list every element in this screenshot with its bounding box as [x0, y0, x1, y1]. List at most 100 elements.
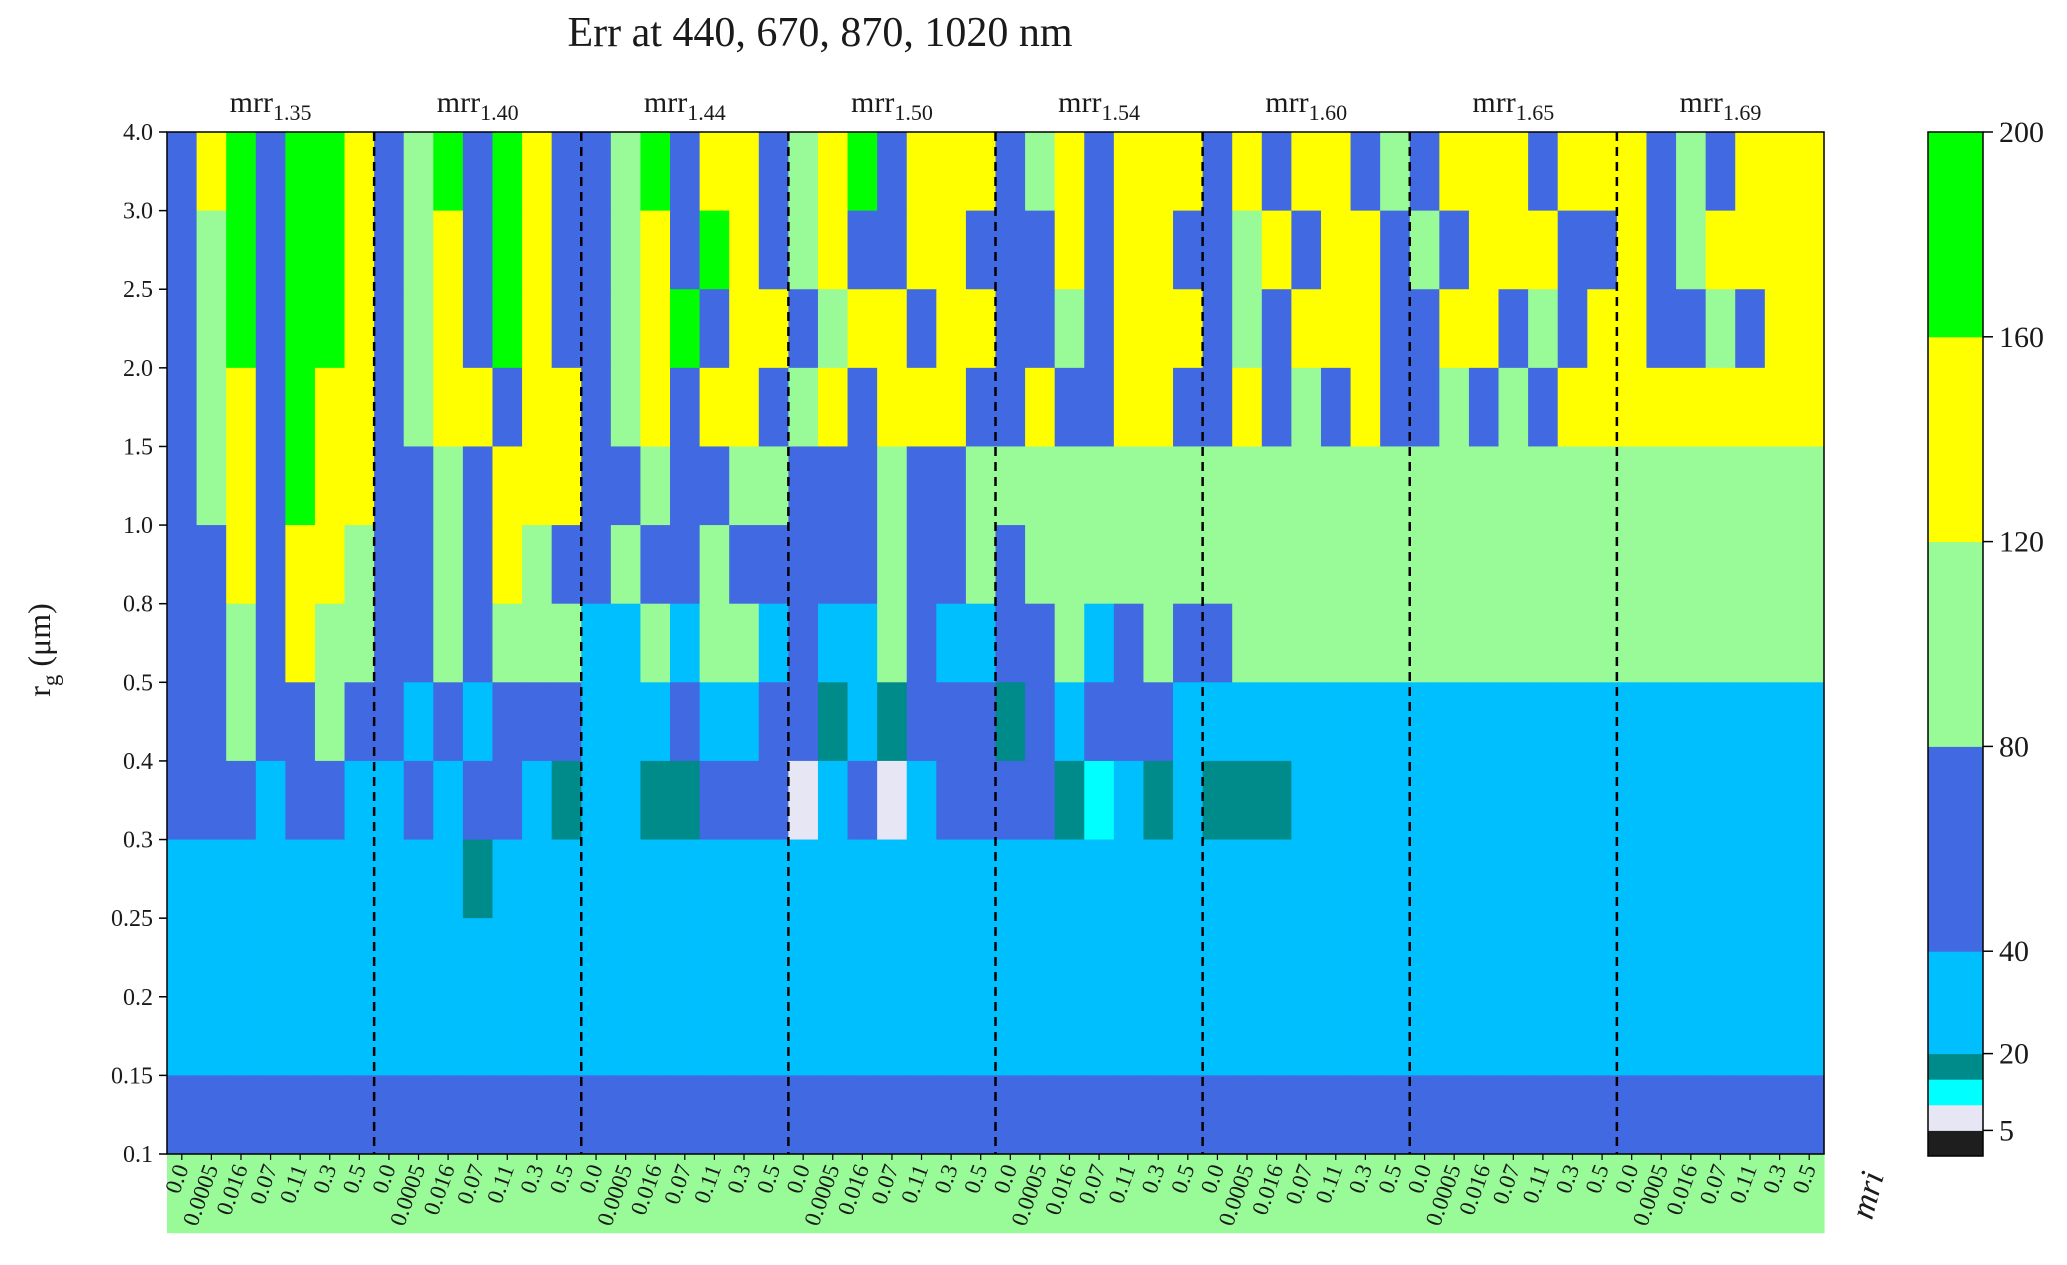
heatmap-cell: [1557, 996, 1588, 1076]
heatmap-cell: [1113, 525, 1145, 605]
heatmap-cell: [1084, 682, 1115, 762]
heatmap-cell: [1468, 1154, 1500, 1234]
heatmap-cell: [1261, 367, 1292, 448]
heatmap-cell: [285, 289, 316, 369]
heatmap-cell: [551, 289, 582, 369]
heatmap-cell: [1320, 210, 1352, 290]
heatmap-cell: [1380, 1154, 1411, 1234]
heatmap-cell: [1320, 760, 1352, 841]
heatmap-cell: [1468, 289, 1500, 369]
heatmap-cell: [1616, 132, 1648, 212]
heatmap-cell: [551, 1154, 582, 1234]
heatmap-cell: [374, 1154, 405, 1234]
heatmap-cell: [1705, 210, 1736, 290]
heatmap-cell: [462, 289, 494, 369]
heatmap-cell: [1084, 1075, 1115, 1155]
heatmap-cell: [1261, 1075, 1292, 1155]
heatmap-cell: [492, 603, 523, 683]
heatmap-cell: [462, 1075, 494, 1155]
heatmap-cell: [1794, 603, 1825, 683]
heatmap-cell: [847, 367, 878, 448]
heatmap-cell: [1232, 760, 1263, 841]
heatmap-cell: [1587, 367, 1618, 448]
heatmap-cell: [640, 446, 671, 526]
heatmap-cell: [1113, 367, 1145, 448]
heatmap-cell: [1528, 760, 1559, 841]
heatmap-cell: [255, 603, 286, 683]
heatmap-cell: [817, 367, 849, 448]
group-labels: mrr1.35 mrr1.40 mrr1.44 mrr1.50 mrr1.54 mrr1.…: [230, 86, 1762, 125]
heatmap-cell: [374, 1075, 405, 1155]
heatmap-cell: [1764, 996, 1796, 1076]
heatmap-cell: [285, 603, 316, 683]
heatmap-cell: [1498, 1075, 1529, 1155]
heatmap-cell: [1350, 682, 1381, 762]
heatmap-cell: [1143, 918, 1174, 998]
heatmap-cell: [1350, 367, 1381, 448]
heatmap-cell: [788, 1154, 819, 1234]
heatmap-cell: [522, 525, 553, 605]
heatmap-cell: [581, 839, 612, 919]
heatmap-cell: [1291, 918, 1322, 998]
heatmap-cell: [522, 996, 553, 1076]
heatmap-cell: [196, 210, 227, 290]
heatmap-cell: [1261, 603, 1292, 683]
heatmap-cell: [1764, 603, 1796, 683]
heatmap-cell: [788, 760, 819, 841]
heatmap-cell: [492, 682, 523, 762]
heatmap-cell: [1025, 682, 1056, 762]
heatmap-cell: [344, 918, 375, 998]
heatmap-cell: [1557, 525, 1588, 605]
heatmap-cell: [1113, 996, 1145, 1076]
heatmap-cell: [581, 1075, 612, 1155]
heatmap-cell: [1705, 918, 1736, 998]
heatmap-cell: [1587, 1075, 1618, 1155]
heatmap-cell: [226, 603, 257, 683]
heatmap-cell: [877, 132, 908, 212]
heatmap-cell: [758, 839, 789, 919]
heatmap-cell: [1528, 1154, 1559, 1234]
heatmap-cell: [1350, 918, 1381, 998]
heatmap-cell: [1587, 1154, 1618, 1234]
heatmap-cell: [1291, 289, 1322, 369]
heatmap-cell: [462, 525, 494, 605]
heatmap-cell: [817, 289, 849, 369]
heatmap-cell: [877, 210, 908, 290]
heatmap-cell: [1173, 132, 1204, 212]
heatmap-cell: [965, 1075, 997, 1155]
heatmap-cell: [670, 682, 701, 762]
heatmap-cell: [1054, 289, 1085, 369]
heatmap-cell: [1084, 1154, 1115, 1234]
heatmap-cell: [433, 132, 464, 212]
heatmap-cell: [226, 839, 257, 919]
heatmap-cell: [344, 1154, 375, 1234]
heatmap-cell: [226, 210, 257, 290]
heatmap-cell: [167, 210, 198, 290]
heatmap-cell: [610, 918, 642, 998]
heatmap-cell: [1113, 682, 1145, 762]
heatmap-cell: [758, 918, 789, 998]
heatmap-cell: [1291, 682, 1322, 762]
heatmap-cell: [196, 839, 227, 919]
heatmap-cell: [226, 289, 257, 369]
heatmap-cell: [1232, 996, 1263, 1076]
heatmap-cell: [1705, 839, 1736, 919]
heatmap-cell: [1113, 918, 1145, 998]
heatmap-cell: [1764, 760, 1796, 841]
heatmap-cell: [285, 839, 316, 919]
heatmap-cell: [1143, 839, 1174, 919]
heatmap-cell: [995, 839, 1026, 919]
heatmap-cell: [1498, 210, 1529, 290]
heatmap-cell: [729, 996, 760, 1076]
heatmap-cell: [1646, 289, 1677, 369]
heatmap-cell: [610, 210, 642, 290]
heatmap-cell: [226, 132, 257, 212]
y-tick-label: 1.0: [123, 513, 153, 539]
heatmap-cell: [847, 682, 878, 762]
heatmap-cell: [936, 1154, 967, 1234]
heatmap-cell: [403, 525, 434, 605]
heatmap-cell: [167, 1154, 198, 1234]
heatmap-cell: [1380, 839, 1411, 919]
heatmap-cells: [167, 132, 1825, 1234]
heatmap-cell: [788, 1075, 819, 1155]
